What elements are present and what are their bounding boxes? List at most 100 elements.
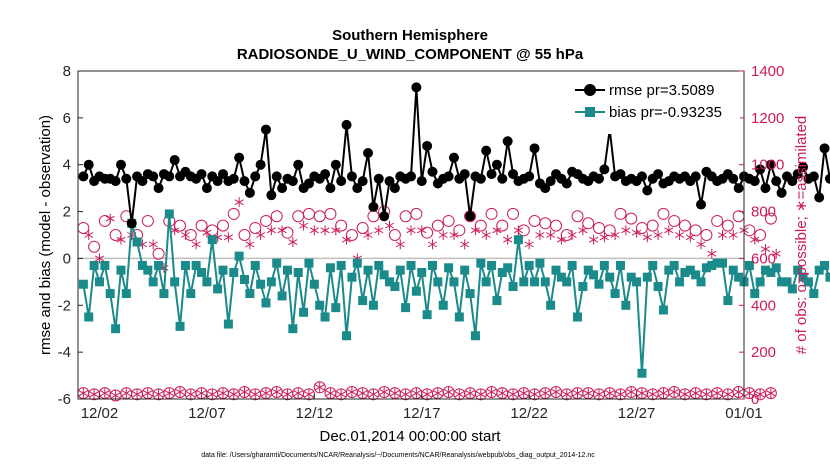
obs-assimilated-point <box>476 389 486 400</box>
bias-point <box>288 324 298 334</box>
obs-assimilated-point <box>325 388 336 399</box>
bias-point <box>352 258 362 268</box>
obs-assimilated-point <box>341 234 352 245</box>
rmse-point <box>271 171 282 182</box>
obs-possible-point <box>550 219 563 232</box>
obs-assimilated-point <box>513 225 523 236</box>
bias-point <box>680 267 690 277</box>
rmse-point <box>330 159 341 170</box>
bias-point <box>546 300 556 310</box>
rmse-point <box>303 178 314 189</box>
bias-point <box>497 267 507 277</box>
bias-point <box>508 282 518 292</box>
obs-assimilated-point <box>449 230 459 240</box>
obs-assimilated-point <box>175 386 185 397</box>
bias-point <box>422 310 432 320</box>
obs-assimilated-point <box>664 225 674 236</box>
rmse-point <box>529 143 540 154</box>
bias-point <box>186 289 196 299</box>
rmse-point <box>593 173 604 184</box>
obs-assimilated-point <box>567 230 577 240</box>
obs-assimilated-point <box>734 386 744 397</box>
x-tick-label: 12/02 <box>81 405 119 422</box>
bias-point <box>605 272 615 282</box>
bias-point <box>444 263 454 273</box>
y-tick-label: -6 <box>58 391 71 408</box>
bias-point <box>798 272 808 282</box>
bias-point <box>438 300 448 310</box>
bias-point <box>712 258 722 268</box>
bias-point <box>363 265 373 275</box>
obs-assimilated-point <box>186 389 196 400</box>
bias-point <box>170 277 180 287</box>
bias-point <box>535 258 545 268</box>
obs-assimilated-point <box>390 388 400 399</box>
rmse-point <box>244 187 255 198</box>
obs-assimilated-point <box>492 225 502 236</box>
bias-point <box>304 258 314 268</box>
obs-assimilated-point <box>336 389 346 400</box>
y2-tick-label: 1200 <box>751 110 784 127</box>
rmse-point <box>696 199 707 210</box>
bias-point <box>427 260 437 270</box>
bias-point <box>202 277 212 287</box>
y-axis-label: rmse and bias (model - observation) <box>37 115 54 355</box>
plot-frame <box>77 70 745 400</box>
obs-assimilated-point <box>417 225 427 236</box>
bias-point <box>820 260 830 270</box>
obs-assimilated-point <box>540 388 550 399</box>
bias-point <box>121 289 131 299</box>
rmse-point <box>755 164 766 175</box>
bias-point <box>701 263 711 273</box>
rmse-point <box>733 183 744 194</box>
bias-point <box>626 272 636 282</box>
bias-point <box>406 260 416 270</box>
obs-assimilated-point <box>486 386 497 397</box>
obs-assimilated-point <box>723 389 733 400</box>
obs-assimilated-point <box>605 388 615 399</box>
rmse-point <box>287 176 298 187</box>
obs-assimilated-point <box>481 230 491 240</box>
obs-possible-point <box>195 219 208 232</box>
obs-assimilated-point <box>653 230 663 240</box>
rmse-point <box>293 159 304 170</box>
obs-assimilated-point <box>621 225 631 236</box>
rmse-point <box>212 176 223 187</box>
rmse-point <box>545 176 556 187</box>
rmse-point <box>357 176 368 187</box>
obs-assimilated-point <box>632 227 642 238</box>
obs-assimilated-point <box>164 388 174 399</box>
rmse-point <box>379 211 390 222</box>
obs-assimilated-point <box>766 388 776 399</box>
rmse-point <box>653 169 664 180</box>
obs-assimilated-point <box>121 388 131 399</box>
bias-point <box>556 272 566 282</box>
bias-point <box>632 277 642 287</box>
bias-point <box>89 260 99 270</box>
rmse-point <box>363 148 374 158</box>
obs-assimilated-point <box>433 388 443 399</box>
bias-point <box>336 260 346 270</box>
obs-assimilated-point <box>755 389 765 400</box>
bias-point <box>379 270 389 280</box>
obs-assimilated-point <box>105 213 115 224</box>
y-tick-label: 2 <box>63 204 71 221</box>
obs-assimilated-point <box>304 389 314 400</box>
obs-assimilated-point <box>89 389 99 400</box>
y-tick-label: 6 <box>63 110 71 127</box>
bias-point <box>137 260 147 270</box>
obs-possible-point <box>711 214 724 227</box>
rmse-point <box>389 183 400 194</box>
x-axis-label: Dec.01,2014 00:00:00 start <box>320 428 502 445</box>
obs-assimilated-point <box>261 388 271 399</box>
bias-point <box>358 296 368 306</box>
bias-point <box>154 260 164 270</box>
obs-assimilated-point <box>395 239 405 250</box>
obs-assimilated-point <box>760 244 771 255</box>
bias-point <box>315 300 325 310</box>
obs-assimilated-point <box>556 234 566 245</box>
obs-assimilated-point <box>701 389 711 400</box>
chart-title: Southern Hemisphere <box>332 27 488 44</box>
obs-assimilated-point <box>84 230 94 240</box>
obs-possible-point <box>324 207 337 220</box>
